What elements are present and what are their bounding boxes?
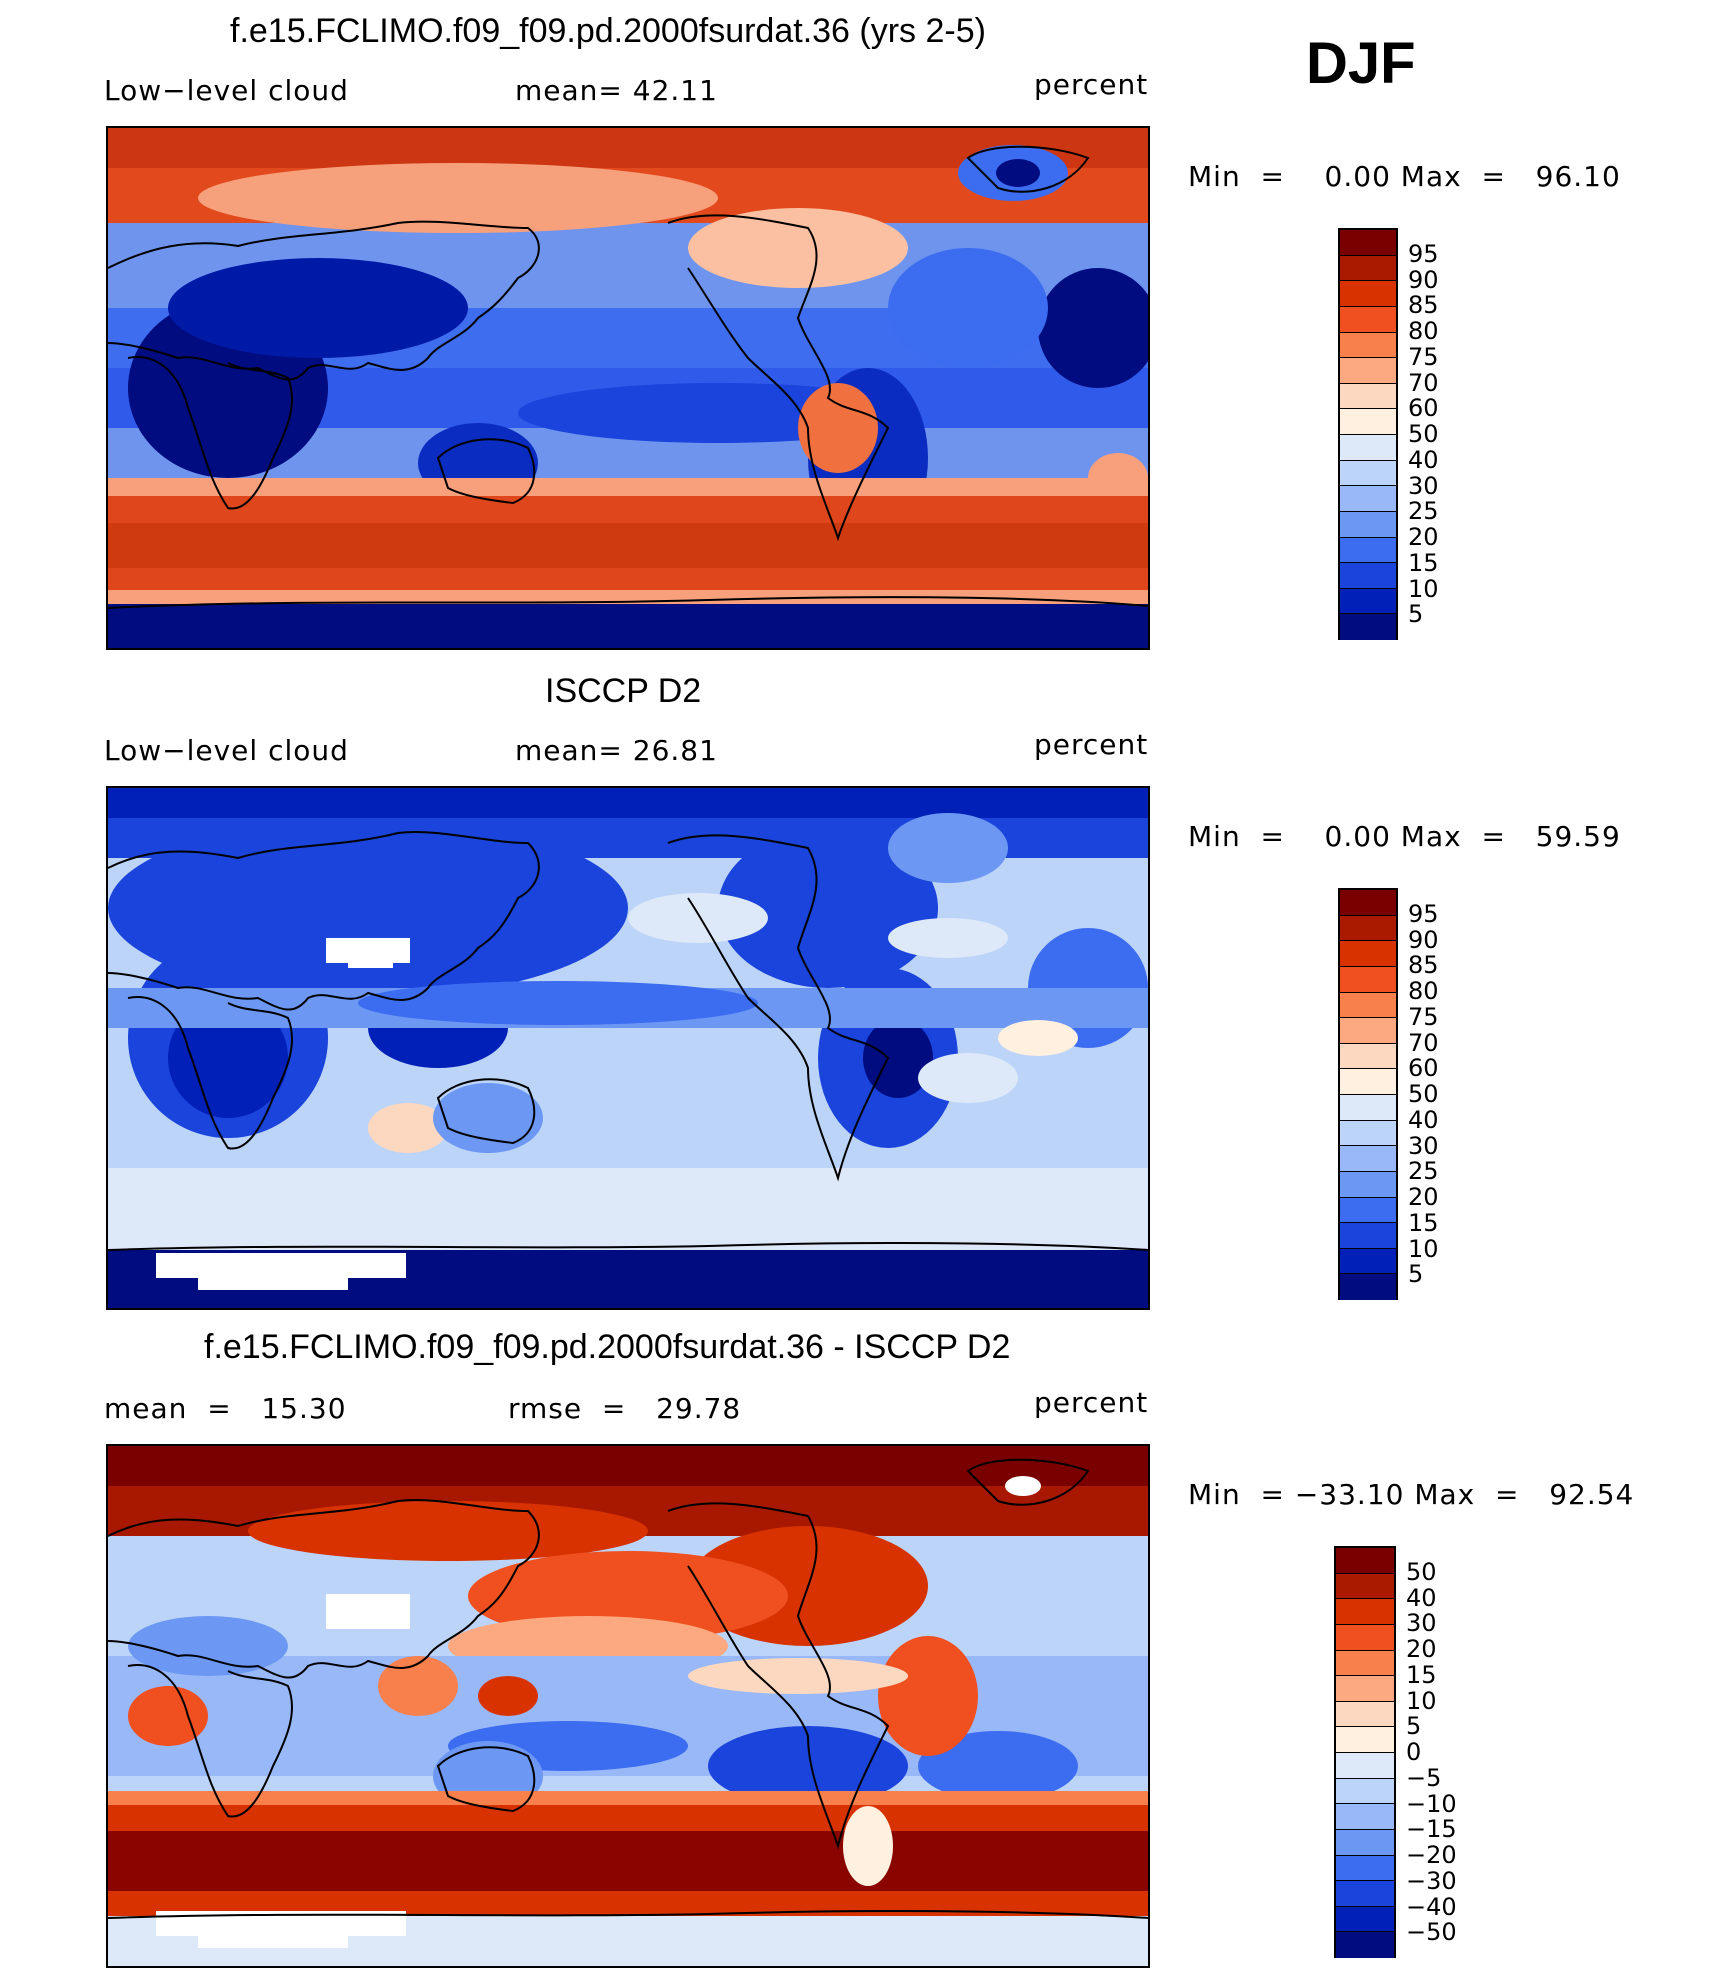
colorbar-tick-label: 50 [1408,1080,1439,1108]
panel3-mean-label: mean = 15.30 [104,1392,347,1425]
colorbar-tick-label: 15 [1408,1208,1439,1237]
colorbar-tick-label: 50 [1406,1557,1437,1586]
panel3-title: f.e15.FCLIMO.f09_f09.pd.2000fsurdat.36 -… [204,1328,1011,1366]
colorbar-tick-label: 50 [1408,420,1439,448]
panel3-units-label: percent [1034,1386,1149,1419]
panel3-colorbar [1334,1546,1396,1958]
colorbar-tick-label: 60 [1408,394,1439,423]
colorbar-tick-label: −15 [1406,1815,1457,1844]
colorbar-tick-label: 10 [1408,1234,1439,1263]
colorbar-tick-label: 75 [1408,1002,1439,1031]
colorbar-tick-label: −20 [1406,1841,1457,1869]
colorbar-tick-label: 15 [1406,1660,1437,1689]
colorbar-tick-label: −10 [1406,1789,1457,1818]
colorbar-tick-label: 90 [1408,925,1439,954]
season-label: DJF [1306,31,1416,96]
colorbar-tick-label: 30 [1408,1131,1439,1160]
panel1-units-label: percent [1034,68,1149,101]
panel2-mean-label: mean= 26.81 [515,734,718,767]
panel2-units-label: percent [1034,728,1149,761]
colorbar-tick-label: 5 [1408,1260,1424,1289]
panel1-colorbar [1338,228,1398,640]
panel3-minmax: Min = −33.10 Max = 92.54 [1188,1478,1635,1511]
panel1-map [106,126,1150,650]
panel1-variable-label: Low−level cloud [104,74,349,107]
colorbar-tick-label: 15 [1408,548,1439,577]
panel3-rmse-label: rmse = 29.78 [508,1392,742,1425]
colorbar-tick-label: −50 [1406,1918,1457,1947]
colorbar-tick-label: 10 [1408,574,1439,603]
colorbar-tick-label: −30 [1406,1866,1457,1895]
colorbar-tick-label: 80 [1408,317,1439,345]
colorbar-tick-label: 20 [1408,1183,1439,1211]
colorbar-tick-label: 10 [1406,1686,1437,1715]
colorbar-tick-label: 5 [1408,600,1424,629]
panel2-map [106,786,1150,1310]
colorbar-tick-label: 70 [1408,368,1439,397]
colorbar-tick-label: 70 [1408,1028,1439,1057]
panel2-variable-label: Low−level cloud [104,734,349,767]
panel3-map [106,1444,1150,1968]
colorbar-tick-label: 80 [1408,977,1439,1005]
colorbar-tick-label: 85 [1408,951,1439,980]
colorbar-tick-label: −40 [1406,1892,1457,1921]
colorbar-tick-label: 25 [1408,1157,1439,1186]
panel2-map-graphic [108,788,1148,1308]
panel2-minmax: Min = 0.00 Max = 59.59 [1188,820,1621,853]
panel1-title: f.e15.FCLIMO.f09_f09.pd.2000fsurdat.36 (… [230,12,986,50]
panel2-title: ISCCP D2 [545,672,702,710]
panel3-map-graphic [108,1446,1148,1966]
colorbar-tick-label: 40 [1406,1583,1437,1612]
colorbar-tick-label: 5 [1406,1712,1422,1741]
colorbar-tick-label: 40 [1408,1105,1439,1134]
colorbar-tick-label: 90 [1408,265,1439,294]
colorbar-tick-label: −5 [1406,1763,1442,1792]
colorbar-tick-label: 30 [1406,1609,1437,1638]
panel2-colorbar [1338,888,1398,1300]
colorbar-tick-label: 60 [1408,1054,1439,1083]
panel1-mean-label: mean= 42.11 [515,74,718,107]
colorbar-tick-label: 95 [1408,239,1439,268]
colorbar-tick-label: 20 [1408,523,1439,551]
colorbar-tick-label: 85 [1408,291,1439,320]
colorbar-tick-label: 30 [1408,471,1439,500]
colorbar-tick-label: 95 [1408,899,1439,928]
panel1-minmax: Min = 0.00 Max = 96.10 [1188,160,1621,193]
colorbar-tick-label: 0 [1406,1738,1422,1766]
colorbar-tick-label: 25 [1408,497,1439,526]
colorbar-tick-label: 40 [1408,445,1439,474]
colorbar-tick-label: 20 [1406,1635,1437,1663]
colorbar-tick-label: 75 [1408,342,1439,371]
panel1-map-graphic [108,128,1148,648]
